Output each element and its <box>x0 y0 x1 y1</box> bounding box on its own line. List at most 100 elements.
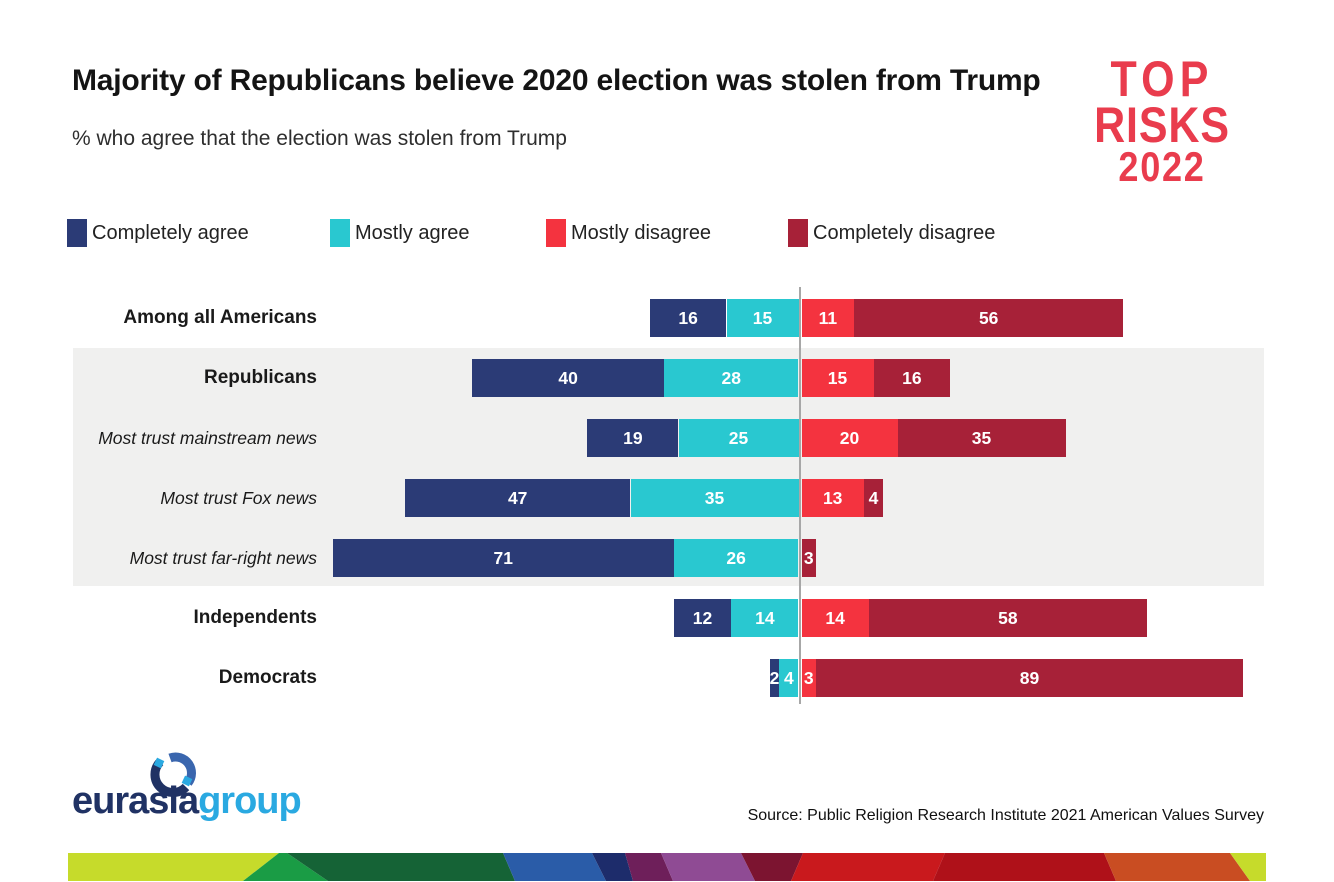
logo-arc-navy <box>150 758 190 797</box>
bar-value: 14 <box>825 607 845 628</box>
top-risks-logo-line-year: 2022 <box>1118 143 1206 190</box>
bar-segment-completely-disagree: 89 <box>815 659 1244 697</box>
legend-swatch-icon <box>67 219 87 247</box>
category-label: Most trust mainstream news <box>98 428 317 448</box>
chart-row-republicans: Republicans 40 28 15 16 <box>0 348 1334 408</box>
legend-item-mostly-agree: Mostly agree <box>330 219 470 247</box>
center-axis-line <box>799 287 801 704</box>
bar-segment-completely-disagree: 35 <box>897 419 1066 457</box>
bar-segment-mostly-agree: 26 <box>673 539 799 577</box>
brand-word-group: group <box>198 780 302 822</box>
bar-segment-completely-disagree: 58 <box>868 599 1148 637</box>
bar-value: 14 <box>755 607 775 628</box>
bar-segment-mostly-disagree: 11 <box>801 299 855 337</box>
bar-segment-completely-disagree: 4 <box>863 479 884 517</box>
bar-value: 15 <box>752 307 773 328</box>
category-label: Democrats <box>218 667 317 688</box>
bar-value: 4 <box>868 487 879 508</box>
strip-segment <box>791 853 945 881</box>
strip-segment <box>741 853 803 881</box>
bar-segment-completely-agree: 71 <box>332 539 674 577</box>
bar-segment-completely-agree: 12 <box>673 599 732 637</box>
legend-item-mostly-disagree: Mostly disagree <box>546 219 711 247</box>
bar-value: 4 <box>784 667 794 688</box>
strip-segment <box>1104 853 1250 881</box>
eurasia-group-logo-icon <box>150 752 196 797</box>
bar-segment-mostly-disagree: 13 <box>801 479 864 517</box>
bar-value: 13 <box>822 487 843 508</box>
bar-segment-completely-agree: 47 <box>404 479 631 517</box>
legend-label: Mostly disagree <box>571 222 712 244</box>
bar-segment-mostly-agree: 28 <box>664 359 799 397</box>
category-label: Republicans <box>204 367 317 388</box>
bar-value: 15 <box>827 367 848 388</box>
bar-value: 2 <box>769 667 780 688</box>
bar-value: 28 <box>721 367 742 388</box>
bar-value: 58 <box>998 607 1018 628</box>
strip-segment <box>661 853 755 881</box>
bar-segment-mostly-agree: 25 <box>678 419 799 457</box>
bar-value: 89 <box>1019 667 1040 688</box>
bar-segment-mostly-agree: 15 <box>726 299 799 337</box>
strip-segment <box>625 853 673 881</box>
bar-segment-mostly-agree: 14 <box>731 599 799 637</box>
legend-label: Completely agree <box>92 222 249 244</box>
top-risks-2022-logo: TOP RISKS 2022 <box>1046 54 1278 190</box>
bar-segment-mostly-disagree: 20 <box>801 419 898 457</box>
page-title: Majority of Republicans believe 2020 ele… <box>72 64 1041 97</box>
top-risks-logo-line-top: TOP <box>1110 51 1214 107</box>
bar-value: 20 <box>839 427 860 448</box>
category-label: Most trust far-right news <box>129 548 317 568</box>
brand-word-eurasia: eurasia <box>72 780 199 822</box>
bar-segment-mostly-disagree: 15 <box>801 359 874 397</box>
top-risks-logo-line-risks: RISKS <box>1094 97 1230 153</box>
bar-value: 16 <box>678 307 698 328</box>
chart-row-democrats: Democrats 2 4 3 89 <box>0 648 1334 708</box>
bar-segment-completely-disagree: 56 <box>854 299 1124 337</box>
legend-swatch-icon <box>546 219 566 247</box>
strip-segment <box>1230 853 1266 881</box>
bar-value: 3 <box>803 667 814 688</box>
logo-square-bottom <box>181 775 193 787</box>
chart-subtitle: % who agree that the election was stolen… <box>72 127 567 150</box>
bar-value: 56 <box>978 307 999 328</box>
legend-swatch-icon <box>788 219 808 247</box>
strip-segment <box>933 853 1116 881</box>
bar-segment-completely-agree: 19 <box>587 419 679 457</box>
legend-label: Mostly agree <box>355 222 470 244</box>
legend-item-completely-agree: Completely agree <box>67 219 249 247</box>
bar-segment-completely-disagree: 16 <box>873 359 951 397</box>
bar-segment-mostly-agree: 4 <box>779 659 799 697</box>
bar-value: 35 <box>704 487 725 508</box>
bar-segment-mostly-disagree: 3 <box>801 659 816 697</box>
category-label: Among all Americans <box>123 307 317 328</box>
bar-segment-mostly-agree: 35 <box>630 479 799 517</box>
legend-swatch-icon <box>330 219 350 247</box>
strip-segment <box>287 853 515 881</box>
strip-segment <box>68 853 279 881</box>
bar-segment-completely-disagree: 3 <box>801 539 816 577</box>
bar-value: 11 <box>818 307 838 328</box>
strip-segment <box>592 853 633 881</box>
source-attribution: Source: Public Religion Research Institu… <box>747 807 1264 824</box>
bar-value: 19 <box>623 427 643 448</box>
chart-row-most-trust-fox-news: Most trust Fox news 47 35 13 4 <box>0 468 1334 528</box>
bar-value: 16 <box>902 367 922 388</box>
bar-segment-mostly-disagree: 14 <box>801 599 869 637</box>
strip-segment <box>503 853 606 881</box>
chart-row-most-trust-far-right-news: Most trust far-right news 71 26 3 <box>0 528 1334 588</box>
chart-row-most-trust-mainstream-news: Most trust mainstream news 19 25 20 35 <box>0 408 1334 468</box>
bar-value: 26 <box>726 547 746 568</box>
chart-row-among-all-americans: Among all Americans 16 15 11 56 <box>0 288 1334 348</box>
bar-value: 40 <box>558 367 578 388</box>
strip-segment <box>243 853 328 881</box>
bar-value: 47 <box>507 487 528 508</box>
bar-value: 3 <box>803 547 814 568</box>
category-label: Most trust Fox news <box>160 488 317 508</box>
category-label: Independents <box>193 607 317 628</box>
bar-segment-completely-agree: 2 <box>769 659 780 697</box>
legend-label: Completely disagree <box>813 222 996 244</box>
